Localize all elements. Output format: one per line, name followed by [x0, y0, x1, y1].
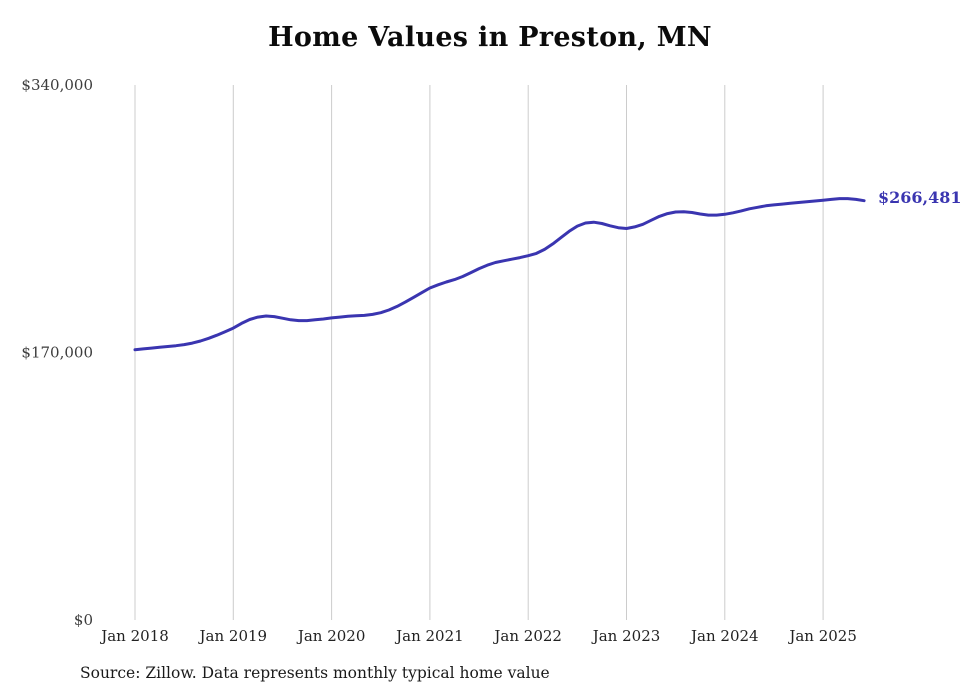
x-tick-label: Jan 2018 [99, 627, 169, 645]
x-tick-label: Jan 2023 [591, 627, 661, 645]
x-tick-label: Jan 2021 [394, 627, 464, 645]
x-tick-label: Jan 2024 [689, 627, 759, 645]
x-tick-label: Jan 2019 [198, 627, 268, 645]
x-tick-label: Jan 2020 [296, 627, 366, 645]
y-tick-label: $0 [74, 611, 93, 629]
source-note: Source: Zillow. Data represents monthly … [80, 664, 550, 682]
y-tick-label: $340,000 [21, 76, 93, 94]
latest-value-label: $266,481 [878, 188, 962, 207]
y-tick-label: $170,000 [21, 344, 93, 362]
chart-title: Home Values in Preston, MN [268, 22, 712, 53]
x-tick-label: Jan 2025 [787, 627, 857, 645]
x-tick-label: Jan 2022 [492, 627, 562, 645]
home-value-line [133, 197, 866, 352]
